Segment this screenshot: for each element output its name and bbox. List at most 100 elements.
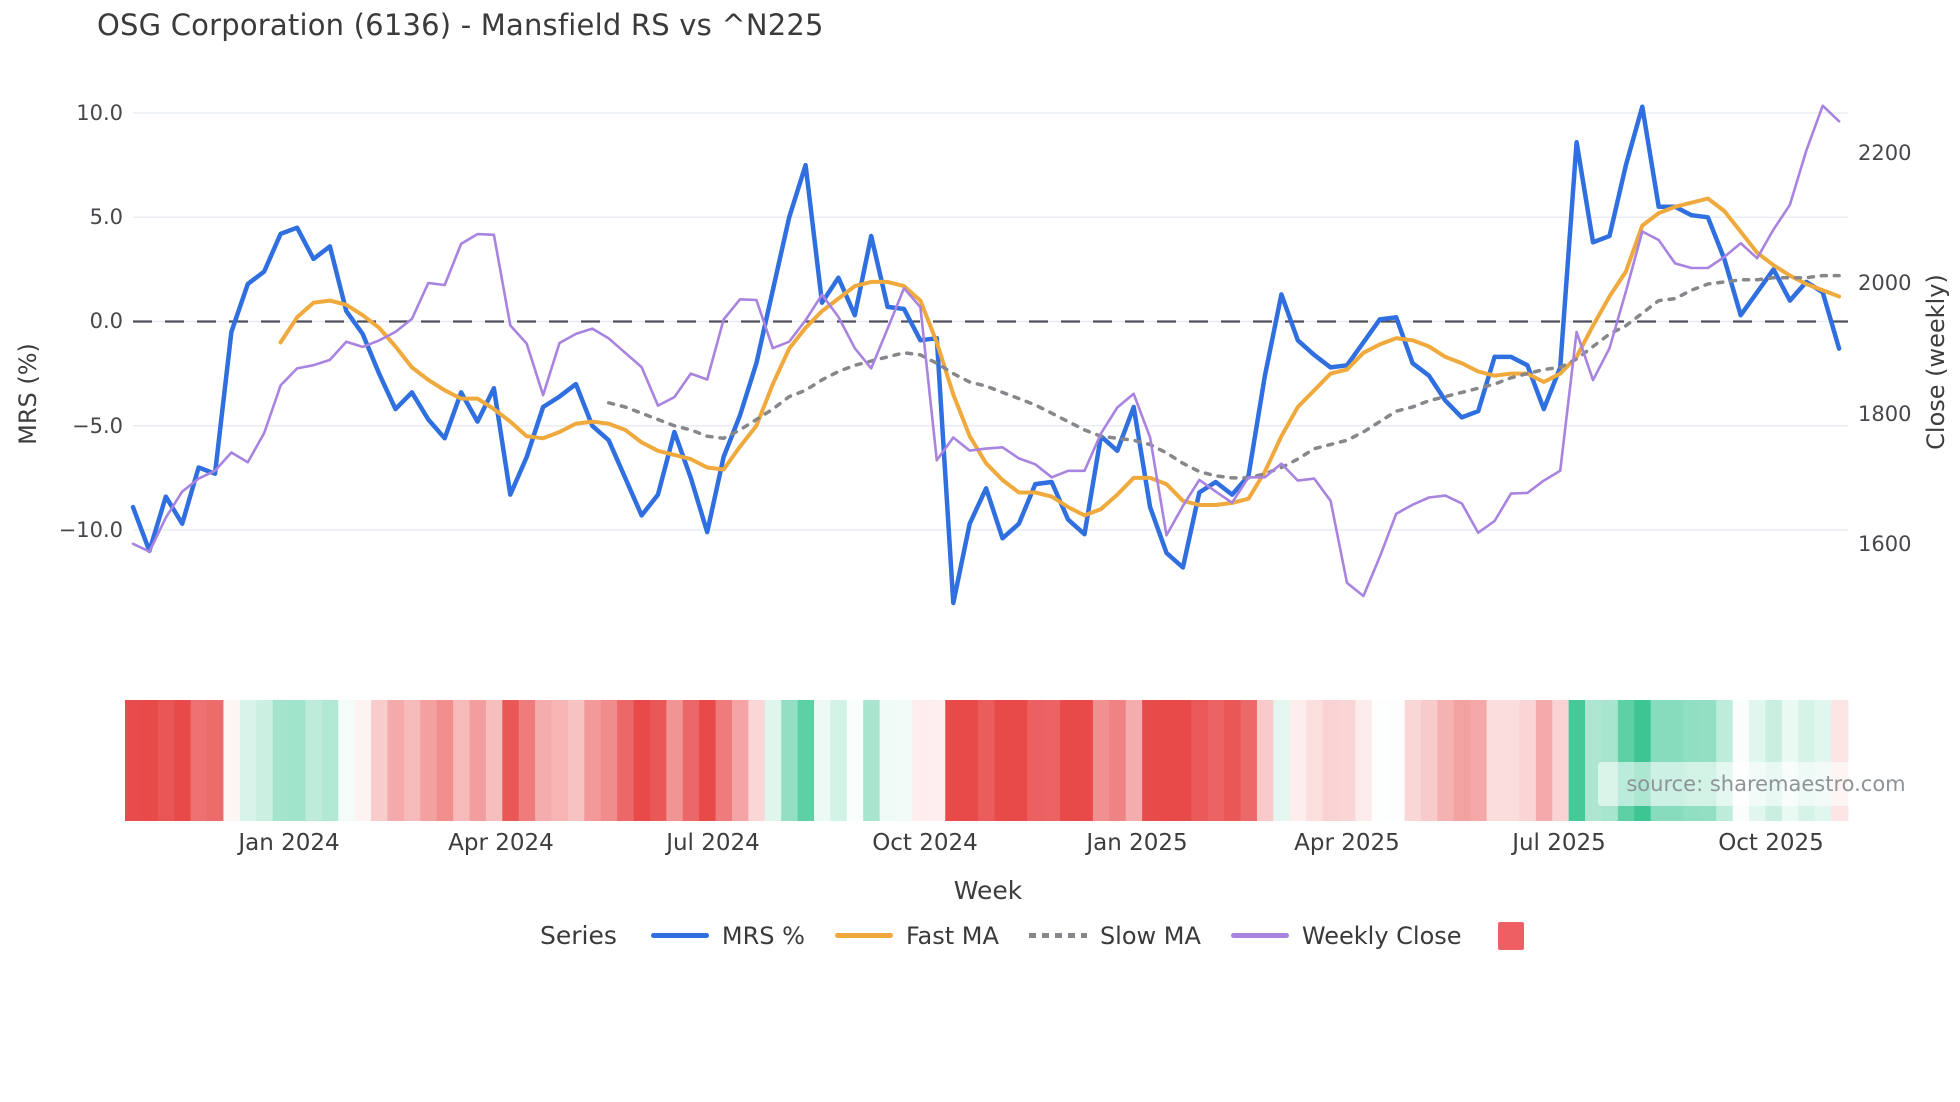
heatmap-cell (305, 700, 323, 821)
heatmap-cell (1453, 700, 1472, 821)
slow-ma-dotted-swatch-icon (1028, 933, 1087, 938)
x-tick: Oct 2025 (1718, 830, 1824, 856)
heatmap-cell (1010, 700, 1029, 821)
heatmap-cell (1552, 700, 1570, 821)
legend-item-fast-ma[interactable]: Fast MA (834, 921, 999, 950)
heatmap-cell (1437, 700, 1455, 821)
mrs-line-swatch-icon (650, 933, 709, 938)
watermark: source: sharemaestro.com (1598, 762, 1934, 806)
heatmap-cell (1486, 700, 1504, 821)
heatmap-cell (420, 700, 438, 821)
heatmap-cell (354, 700, 372, 821)
heatmap-cell (272, 700, 290, 821)
heatmap-cell (1076, 700, 1094, 821)
heatmap-cell (469, 700, 487, 821)
heatmap-cell (485, 700, 504, 821)
heatmap-cell (436, 700, 454, 821)
heatmap-cell (1535, 700, 1554, 821)
heatmap-cell (239, 700, 258, 821)
y-right-tick: 1600 (1858, 532, 1912, 556)
x-tick: Jan 2024 (238, 830, 340, 856)
heatmap-cell (535, 700, 553, 821)
heatmap-cell (1470, 700, 1488, 821)
heatmap-cell (125, 700, 143, 821)
heatmap-cell (1092, 700, 1111, 821)
heatmap-cell (403, 700, 422, 821)
heatmap-cell (502, 700, 520, 821)
y-left-tick: 0.0 (89, 309, 123, 333)
heatmap-cell (1174, 700, 1193, 821)
heatmap-legend-swatch-icon (1497, 921, 1524, 950)
x-tick: Oct 2024 (872, 830, 978, 856)
heatmap-cell (1060, 700, 1078, 821)
legend-item-label: Weekly Close (1301, 921, 1462, 950)
heatmap-cell (321, 700, 340, 821)
y-left-tick: 5.0 (89, 205, 123, 229)
heatmap-cell (1289, 700, 1307, 821)
heatmap-cell (1355, 700, 1373, 821)
heatmap-cell (567, 700, 586, 821)
legend-item-label: Fast MA (905, 921, 999, 950)
heatmap-cell (223, 700, 241, 821)
heatmap-cell (1503, 700, 1521, 821)
heatmap-cell (731, 700, 750, 821)
x-tick: Jul 2024 (666, 830, 760, 856)
heatmap-cell (551, 700, 569, 821)
series-line-slow-ma (606, 273, 1841, 480)
heatmap-cell (518, 700, 536, 821)
watermark-text: source: sharemaestro.com (1626, 772, 1906, 796)
heatmap-cell (1404, 700, 1422, 821)
heatmap-cell (1338, 700, 1357, 821)
heatmap-cell (1207, 700, 1225, 821)
legend-item-weekly-close[interactable]: Weekly Close (1230, 921, 1462, 950)
series-line-weekly-close (131, 104, 1841, 598)
heatmap-cell (1027, 700, 1045, 821)
heatmap-cell (1371, 700, 1389, 821)
heatmap-cell (174, 700, 192, 821)
heatmap-cell (1388, 700, 1406, 821)
heatmap-cell (846, 700, 865, 821)
heatmap-cell (190, 700, 208, 821)
y-left-tick: −5.0 (72, 414, 123, 438)
heatmap-cell (945, 700, 963, 821)
y-left-tick: 10.0 (76, 101, 123, 125)
x-tick: Jul 2025 (1512, 830, 1606, 856)
x-tick: Apr 2025 (1294, 830, 1400, 856)
heatmap-cell (715, 700, 733, 821)
weekly-close-line-swatch-icon (1230, 933, 1289, 938)
y-right-tick: 2000 (1858, 271, 1912, 295)
heatmap-cell (781, 700, 799, 821)
heatmap-cell (830, 700, 848, 821)
heatmap-cell (207, 700, 225, 821)
heatmap-cell (256, 700, 274, 821)
heatmap-cell (633, 700, 651, 821)
heatmap-cell (453, 700, 471, 821)
legend-title: Series (540, 921, 617, 950)
x-axis-title: Week (953, 876, 1023, 905)
heatmap-cell (666, 700, 684, 821)
heatmap-cell (994, 700, 1012, 821)
heatmap-cell (1420, 700, 1439, 821)
heatmap-cell (617, 700, 635, 821)
heatmap-cell (371, 700, 389, 821)
heatmap-cell (1191, 700, 1209, 821)
heatmap-cell (1240, 700, 1258, 821)
heatmap-cell (1322, 700, 1340, 821)
heatmap-cell (764, 700, 782, 821)
heatmap-cell (961, 700, 979, 821)
heatmap-cell (1158, 700, 1176, 821)
heatmap-cell (1043, 700, 1061, 821)
y-right-axis-title: Close (weekly) (1922, 274, 1950, 450)
legend-item-slow-ma[interactable]: Slow MA (1028, 922, 1201, 950)
heatmap-cell (863, 700, 881, 821)
heatmap-cell (584, 700, 602, 821)
heatmap-cell (387, 700, 405, 821)
heatmap-cell (1273, 700, 1291, 821)
legend-item-mrs[interactable]: MRS % (650, 922, 805, 950)
heatmap-cell (978, 700, 996, 821)
heatmap-cell (1256, 700, 1275, 821)
series-line-mrs- (130, 104, 1842, 606)
heatmap-cell (649, 700, 668, 821)
y-left-tick: −10.0 (58, 518, 123, 542)
heatmap-cell (338, 700, 356, 821)
